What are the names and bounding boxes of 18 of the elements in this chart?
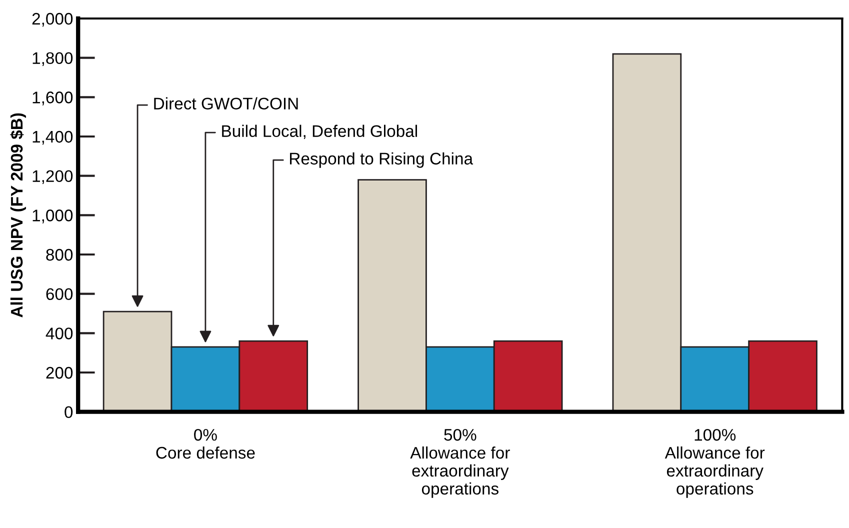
y-tick-label: 1,200 <box>32 170 73 184</box>
x-tick-label: 100% Allowance for extraordinary operations <box>664 428 765 498</box>
text: Direct GWOT/COIN <box>154 97 298 110</box>
y-tick-label: 1,800 <box>32 52 73 66</box>
y-tick-label: 200 <box>46 366 73 379</box>
y-tick-label: 1,600 <box>32 92 73 106</box>
text: Respond to Rising China <box>290 152 474 168</box>
y-tick-label: 600 <box>46 288 73 300</box>
y-axis-title: All USG NPV (FY 2009 $B) <box>10 113 26 318</box>
y-tick-label: 2,000 <box>32 12 73 27</box>
text: Build Local, Defend Global <box>222 124 417 139</box>
y-tick-label: 1,000 <box>32 210 73 224</box>
y-tick-label: 1,400 <box>32 130 73 145</box>
y-tick-label: 800 <box>46 248 73 261</box>
x-tick-label: 50% Allowance for extraordinary operations <box>410 428 510 498</box>
y-tick-label: 400 <box>46 328 73 340</box>
y-tick-label: 0 <box>64 406 73 418</box>
x-tick-label: 0% Core defense <box>156 428 255 459</box>
